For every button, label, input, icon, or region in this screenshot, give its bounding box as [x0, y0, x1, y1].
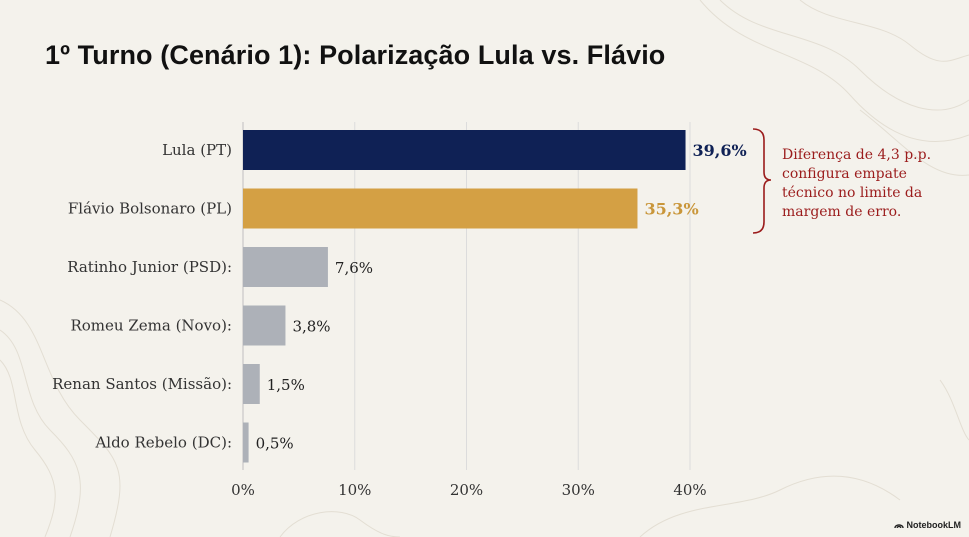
- bar: [243, 305, 286, 346]
- grid-lines: [242, 122, 691, 470]
- value-label: 0,5%: [256, 435, 294, 453]
- value-label: 35,3%: [644, 200, 698, 219]
- category-label: Ratinho Junior (PSD):: [67, 258, 232, 276]
- category-labels: Lula (PT) Flávio Bolsonaro (PL) Ratinho Ju…: [52, 141, 232, 452]
- value-labels: 39,6% 35,3% 7,6% 3,8% 1,5% 0,5%: [256, 141, 747, 453]
- x-tick-label: 30%: [562, 481, 595, 499]
- bar: [243, 364, 260, 404]
- notebooklm-logo-icon: [893, 523, 904, 528]
- x-tick-label: 10%: [338, 481, 371, 499]
- x-tick-label: 40%: [673, 481, 706, 499]
- category-label: Aldo Rebelo (DC):: [94, 434, 232, 452]
- category-label: Flávio Bolsonaro (PL): [68, 200, 232, 218]
- brand-label: NotebookLM: [906, 520, 962, 530]
- category-label: Lula (PT): [162, 141, 232, 159]
- x-tick-labels: 0% 10% 20% 30% 40%: [231, 481, 707, 499]
- annotation-note: Diferença de 4,3 p.p. configura empate t…: [782, 147, 932, 220]
- annotation-bracket: [752, 128, 772, 234]
- page-title: 1º Turno (Cenário 1): Polarização Lula v…: [45, 40, 666, 70]
- notebooklm-brand: NotebookLM: [893, 520, 962, 530]
- value-label: 1,5%: [267, 376, 305, 394]
- bar: [243, 422, 249, 463]
- bar: [243, 247, 328, 287]
- x-tick-label: 20%: [450, 481, 483, 499]
- bars: [243, 130, 686, 463]
- bar: [243, 130, 686, 170]
- category-label: Renan Santos (Missão):: [52, 375, 232, 393]
- value-label: 7,6%: [335, 259, 373, 277]
- category-label: Romeu Zema (Novo):: [70, 317, 232, 335]
- x-tick-label: 0%: [231, 481, 255, 499]
- value-label: 3,8%: [292, 318, 330, 336]
- bar: [243, 188, 638, 229]
- value-label: 39,6%: [693, 141, 747, 160]
